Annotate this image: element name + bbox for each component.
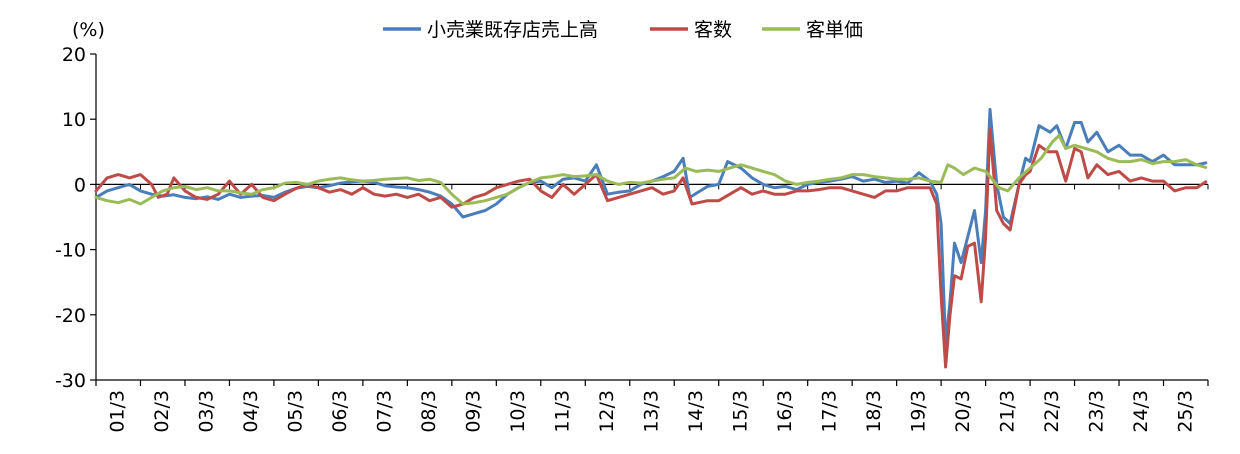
x-tick-label: 14/3 [685,390,707,433]
y-tick-label: 20 [62,44,86,66]
y-tick-label: -20 [55,305,86,327]
x-axis: 01/3 02/3 03/3 04/3 05/3 06/3 07/3 08/3 09/3 10/3… [95,183,1209,433]
x-tick-label: 03/3 [196,390,218,433]
series-layer [94,107,1208,369]
x-tick-label: 06/3 [329,390,351,433]
y-unit-label: (%) [72,19,105,41]
x-tick-label: 12/3 [596,390,618,433]
legend-label-2: 客単価 [806,19,863,41]
legend: 小売業既存店売上高 客数 客単価 [383,19,863,41]
y-tick-label: 10 [62,109,86,131]
x-tick-label: 22/3 [1041,390,1063,433]
y-tick-label: -10 [55,240,86,262]
x-tick-label: 17/3 [818,390,840,433]
x-tick-label: 18/3 [863,390,885,433]
x-tick-label: 10/3 [507,390,529,433]
x-tick-label: 13/3 [641,390,663,433]
x-tick-label: 16/3 [774,390,796,433]
series-line-2 [94,134,1208,206]
x-tick-label: 01/3 [107,390,129,433]
x-tick-label: 24/3 [1130,390,1152,433]
x-tick-label: 19/3 [907,390,929,433]
legend-label-1: 客数 [694,19,732,41]
x-tick-label: 23/3 [1085,390,1107,433]
y-axis: 20 10 0 -10 -20 -30 [55,44,97,392]
x-tick-label: 15/3 [729,390,751,433]
y-tick-label: -30 [55,370,86,392]
x-tick-label: 20/3 [952,390,974,433]
series-line-1 [94,127,1208,369]
x-tick-label: 25/3 [1174,390,1196,433]
x-tick-label: 08/3 [418,390,440,433]
x-tick-label: 07/3 [374,390,396,433]
x-tick-label: 09/3 [463,390,485,433]
legend-label-0: 小売業既存店売上高 [427,19,598,41]
x-tick-label: 05/3 [285,390,307,433]
y-tick-label: 0 [74,174,86,196]
x-tick-label: 11/3 [552,390,574,433]
x-tick-label: 04/3 [240,390,262,433]
x-tick-label: 02/3 [151,390,173,433]
x-tick-label: 21/3 [996,390,1018,433]
